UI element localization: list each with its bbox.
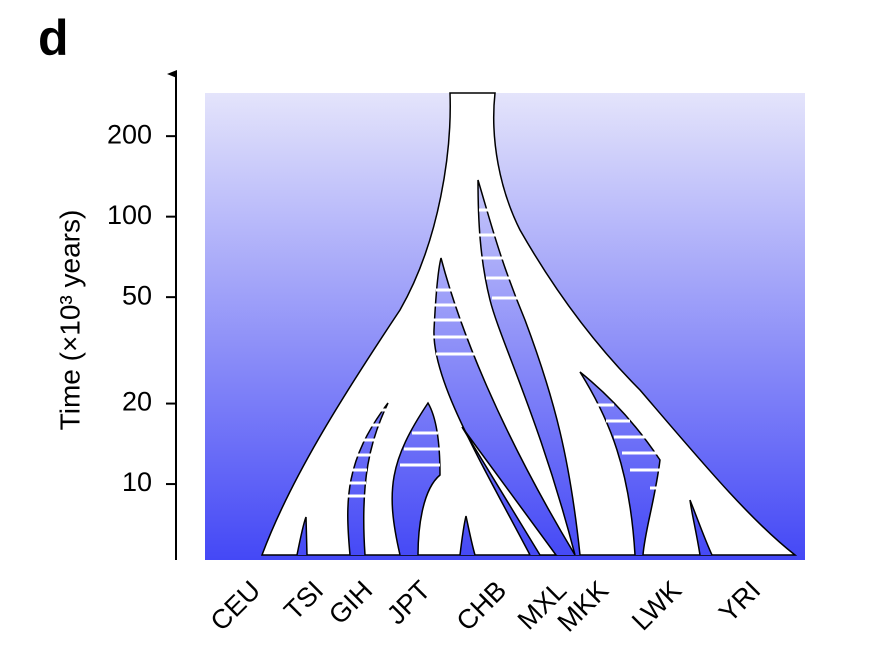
y-tick-label: 10 — [122, 467, 152, 497]
population-label: YRI — [713, 575, 766, 628]
population-label: LWK — [626, 575, 687, 636]
population-label: TSI — [278, 575, 329, 626]
population-label: JPT — [381, 575, 436, 630]
population-tree — [260, 92, 798, 556]
y-tick-label: 50 — [122, 280, 152, 310]
y-tick-label: 200 — [107, 119, 152, 149]
population-label: CHB — [451, 575, 513, 637]
y-ticks: 10 20 50 100 200 — [107, 119, 176, 497]
y-tick-label: 20 — [122, 387, 152, 417]
y-tick-label: 100 — [107, 200, 152, 230]
population-label: CEU — [205, 575, 267, 637]
population-label: GIH — [323, 575, 378, 630]
migration-bands — [346, 208, 682, 498]
population-label: MKK — [552, 575, 615, 638]
y-axis-label: Time (×10³ years) — [54, 210, 85, 431]
panel-label: d — [38, 10, 69, 66]
